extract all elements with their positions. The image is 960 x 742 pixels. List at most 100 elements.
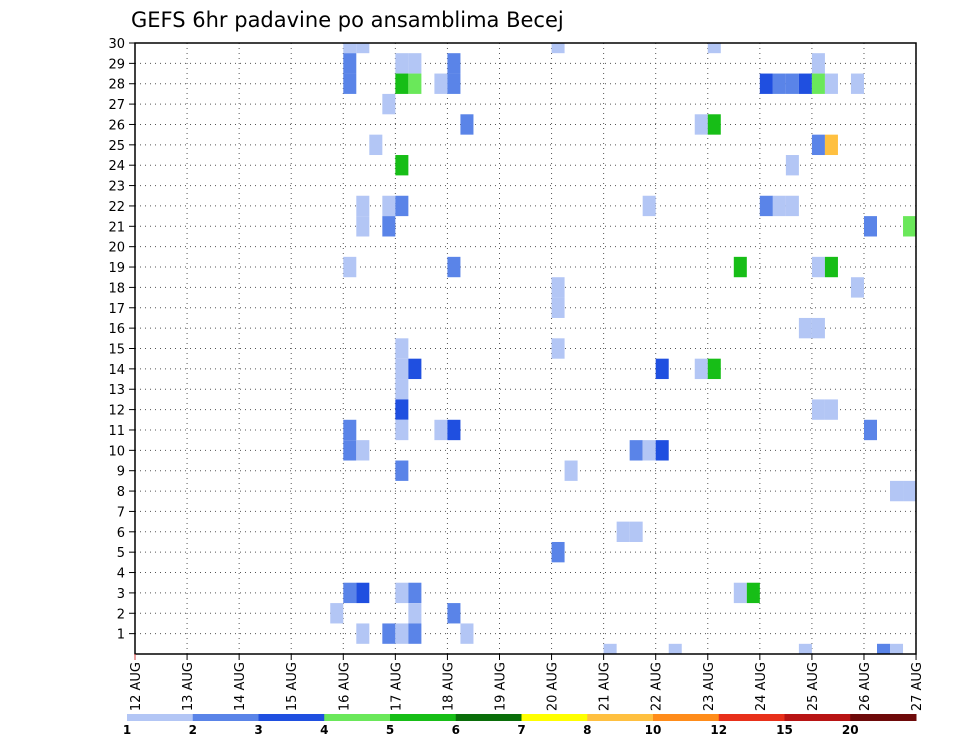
precip-cell (616, 521, 630, 542)
precip-cell (382, 623, 396, 644)
y-tick-label: 2 (117, 607, 125, 622)
precip-cell (356, 43, 370, 54)
legend-label: 2 (189, 723, 197, 737)
precip-cell (434, 419, 448, 441)
precip-cell (811, 317, 825, 339)
legend-label: 5 (386, 723, 394, 737)
y-tick-label: 25 (108, 139, 125, 154)
y-tick-label: 3 (117, 587, 125, 602)
precip-cell (798, 73, 812, 94)
precip-cell (356, 440, 370, 461)
precip-cell (798, 643, 812, 654)
precip-cell (707, 358, 721, 380)
grid-lines (134, 42, 917, 654)
legend-label: 8 (583, 723, 591, 737)
legend-label: 20 (842, 723, 859, 737)
precip-cell (447, 603, 461, 624)
precip-cell (655, 358, 669, 380)
y-tick-label: 18 (108, 281, 125, 296)
precip-cell (343, 53, 357, 74)
legend-swatch (127, 714, 194, 721)
legend-swatch (455, 714, 522, 721)
y-axis-ticks: 1234567891011121314151617181920212223242… (108, 37, 135, 643)
precip-cell (824, 134, 838, 156)
precip-cell (811, 73, 825, 94)
precip-cell (863, 216, 877, 237)
x-tick-label: 17 AUG (389, 662, 404, 711)
precip-cell (772, 195, 786, 217)
x-tick-label: 26 AUG (858, 662, 873, 711)
legend-swatch (784, 714, 851, 721)
precip-cell (408, 603, 422, 624)
legend-swatch (718, 714, 785, 721)
precip-cell (343, 419, 357, 441)
precip-cell (343, 256, 357, 278)
precip-cell (395, 53, 409, 74)
precip-cell (343, 440, 357, 461)
y-tick-label: 26 (108, 118, 125, 133)
precip-cell (850, 277, 864, 298)
y-tick-label: 8 (117, 485, 125, 500)
precip-cell (551, 277, 565, 298)
y-tick-label: 5 (117, 546, 125, 561)
precip-cell (395, 399, 409, 420)
precip-cell (395, 73, 409, 94)
y-tick-label: 16 (108, 322, 125, 337)
precip-cell (824, 73, 838, 94)
precip-cell (785, 195, 799, 217)
x-tick-label: 27 AUG (910, 662, 925, 711)
y-tick-label: 22 (108, 200, 125, 215)
precip-cell (395, 460, 409, 481)
legend-label: 12 (710, 723, 727, 737)
legend-label: 7 (517, 723, 525, 737)
precip-cell (395, 419, 409, 441)
precip-cell (551, 43, 565, 54)
y-tick-label: 13 (108, 383, 125, 398)
precip-cell (877, 643, 891, 654)
legend-swatch (653, 714, 720, 721)
chart-title: GEFS 6hr padavine po ansamblima Becej (131, 8, 564, 32)
precip-cell (746, 582, 760, 604)
y-tick-label: 17 (108, 302, 125, 317)
precip-cell (694, 114, 708, 135)
precip-cell (356, 195, 370, 217)
legend-label: 10 (645, 723, 662, 737)
precip-cell (551, 338, 565, 359)
y-tick-label: 15 (108, 343, 125, 358)
precip-cell (382, 216, 396, 237)
x-tick-label: 23 AUG (702, 662, 717, 711)
x-tick-label: 18 AUG (441, 662, 456, 711)
legend-label: 15 (776, 723, 793, 737)
precip-cell (447, 73, 461, 94)
y-tick-label: 14 (108, 363, 125, 378)
legend-swatch (390, 714, 457, 721)
precip-cell (395, 195, 409, 217)
y-tick-label: 21 (108, 220, 125, 235)
x-tick-label: 14 AUG (233, 662, 248, 711)
precip-cell (460, 114, 474, 135)
y-tick-label: 30 (108, 37, 125, 52)
precip-cell (356, 623, 370, 644)
precip-cell (603, 643, 617, 654)
x-axis-ticks: 12 AUG 13 AUG 14 AUG 15 AUG 16 AUG 17 AUG 18 A… (129, 654, 925, 711)
precip-cell (434, 73, 448, 94)
precip-cell (551, 297, 565, 318)
precip-cell (733, 256, 747, 278)
legend-swatch (192, 714, 259, 721)
x-tick-label: 19 AUG (493, 662, 508, 711)
precip-cell (408, 53, 422, 74)
precip-cell (551, 541, 565, 563)
color-legend: 1 2 3 4 5 6 7 8 10 12 15 20 (123, 714, 917, 737)
precip-cell (395, 582, 409, 604)
y-tick-label: 28 (108, 78, 125, 93)
precip-cell (811, 53, 825, 74)
legend-swatch (258, 714, 325, 721)
precip-cell (460, 623, 474, 644)
x-tick-label: 12 AUG (129, 662, 144, 711)
precip-cell (903, 480, 916, 502)
precip-cell (811, 134, 825, 156)
precip-cell (382, 93, 396, 115)
x-tick-label: 21 AUG (598, 662, 613, 711)
precip-cell (629, 440, 643, 461)
legend-swatch (587, 714, 654, 721)
